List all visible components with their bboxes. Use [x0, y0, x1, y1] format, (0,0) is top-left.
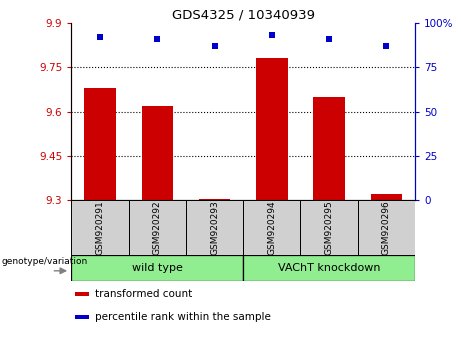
- Bar: [256, 58, 288, 200]
- Bar: [199, 199, 230, 200]
- Text: transformed count: transformed count: [95, 289, 193, 299]
- Bar: [142, 105, 173, 200]
- Bar: [313, 97, 345, 200]
- Bar: [243, 200, 301, 255]
- Text: GSM920296: GSM920296: [382, 200, 391, 255]
- Bar: [243, 255, 415, 281]
- Point: [96, 34, 104, 40]
- Text: GSM920294: GSM920294: [267, 200, 276, 255]
- Bar: [301, 200, 358, 255]
- Bar: [186, 200, 243, 255]
- Text: GSM920293: GSM920293: [210, 200, 219, 255]
- Point: [154, 36, 161, 42]
- Bar: [71, 200, 129, 255]
- Text: GSM920295: GSM920295: [325, 200, 334, 255]
- Point: [211, 43, 218, 49]
- Bar: [75, 292, 89, 296]
- Point: [325, 36, 333, 42]
- Text: genotype/variation: genotype/variation: [1, 257, 88, 266]
- Text: percentile rank within the sample: percentile rank within the sample: [95, 312, 272, 322]
- Text: VAChT knockdown: VAChT knockdown: [278, 263, 380, 273]
- Bar: [129, 200, 186, 255]
- Bar: [371, 194, 402, 200]
- Bar: [75, 315, 89, 319]
- Bar: [84, 88, 116, 200]
- Title: GDS4325 / 10340939: GDS4325 / 10340939: [171, 9, 315, 22]
- Text: GSM920291: GSM920291: [95, 200, 105, 255]
- Point: [268, 33, 276, 38]
- Text: GSM920292: GSM920292: [153, 200, 162, 255]
- Bar: [71, 255, 243, 281]
- Point: [383, 43, 390, 49]
- Text: wild type: wild type: [132, 263, 183, 273]
- Bar: [358, 200, 415, 255]
